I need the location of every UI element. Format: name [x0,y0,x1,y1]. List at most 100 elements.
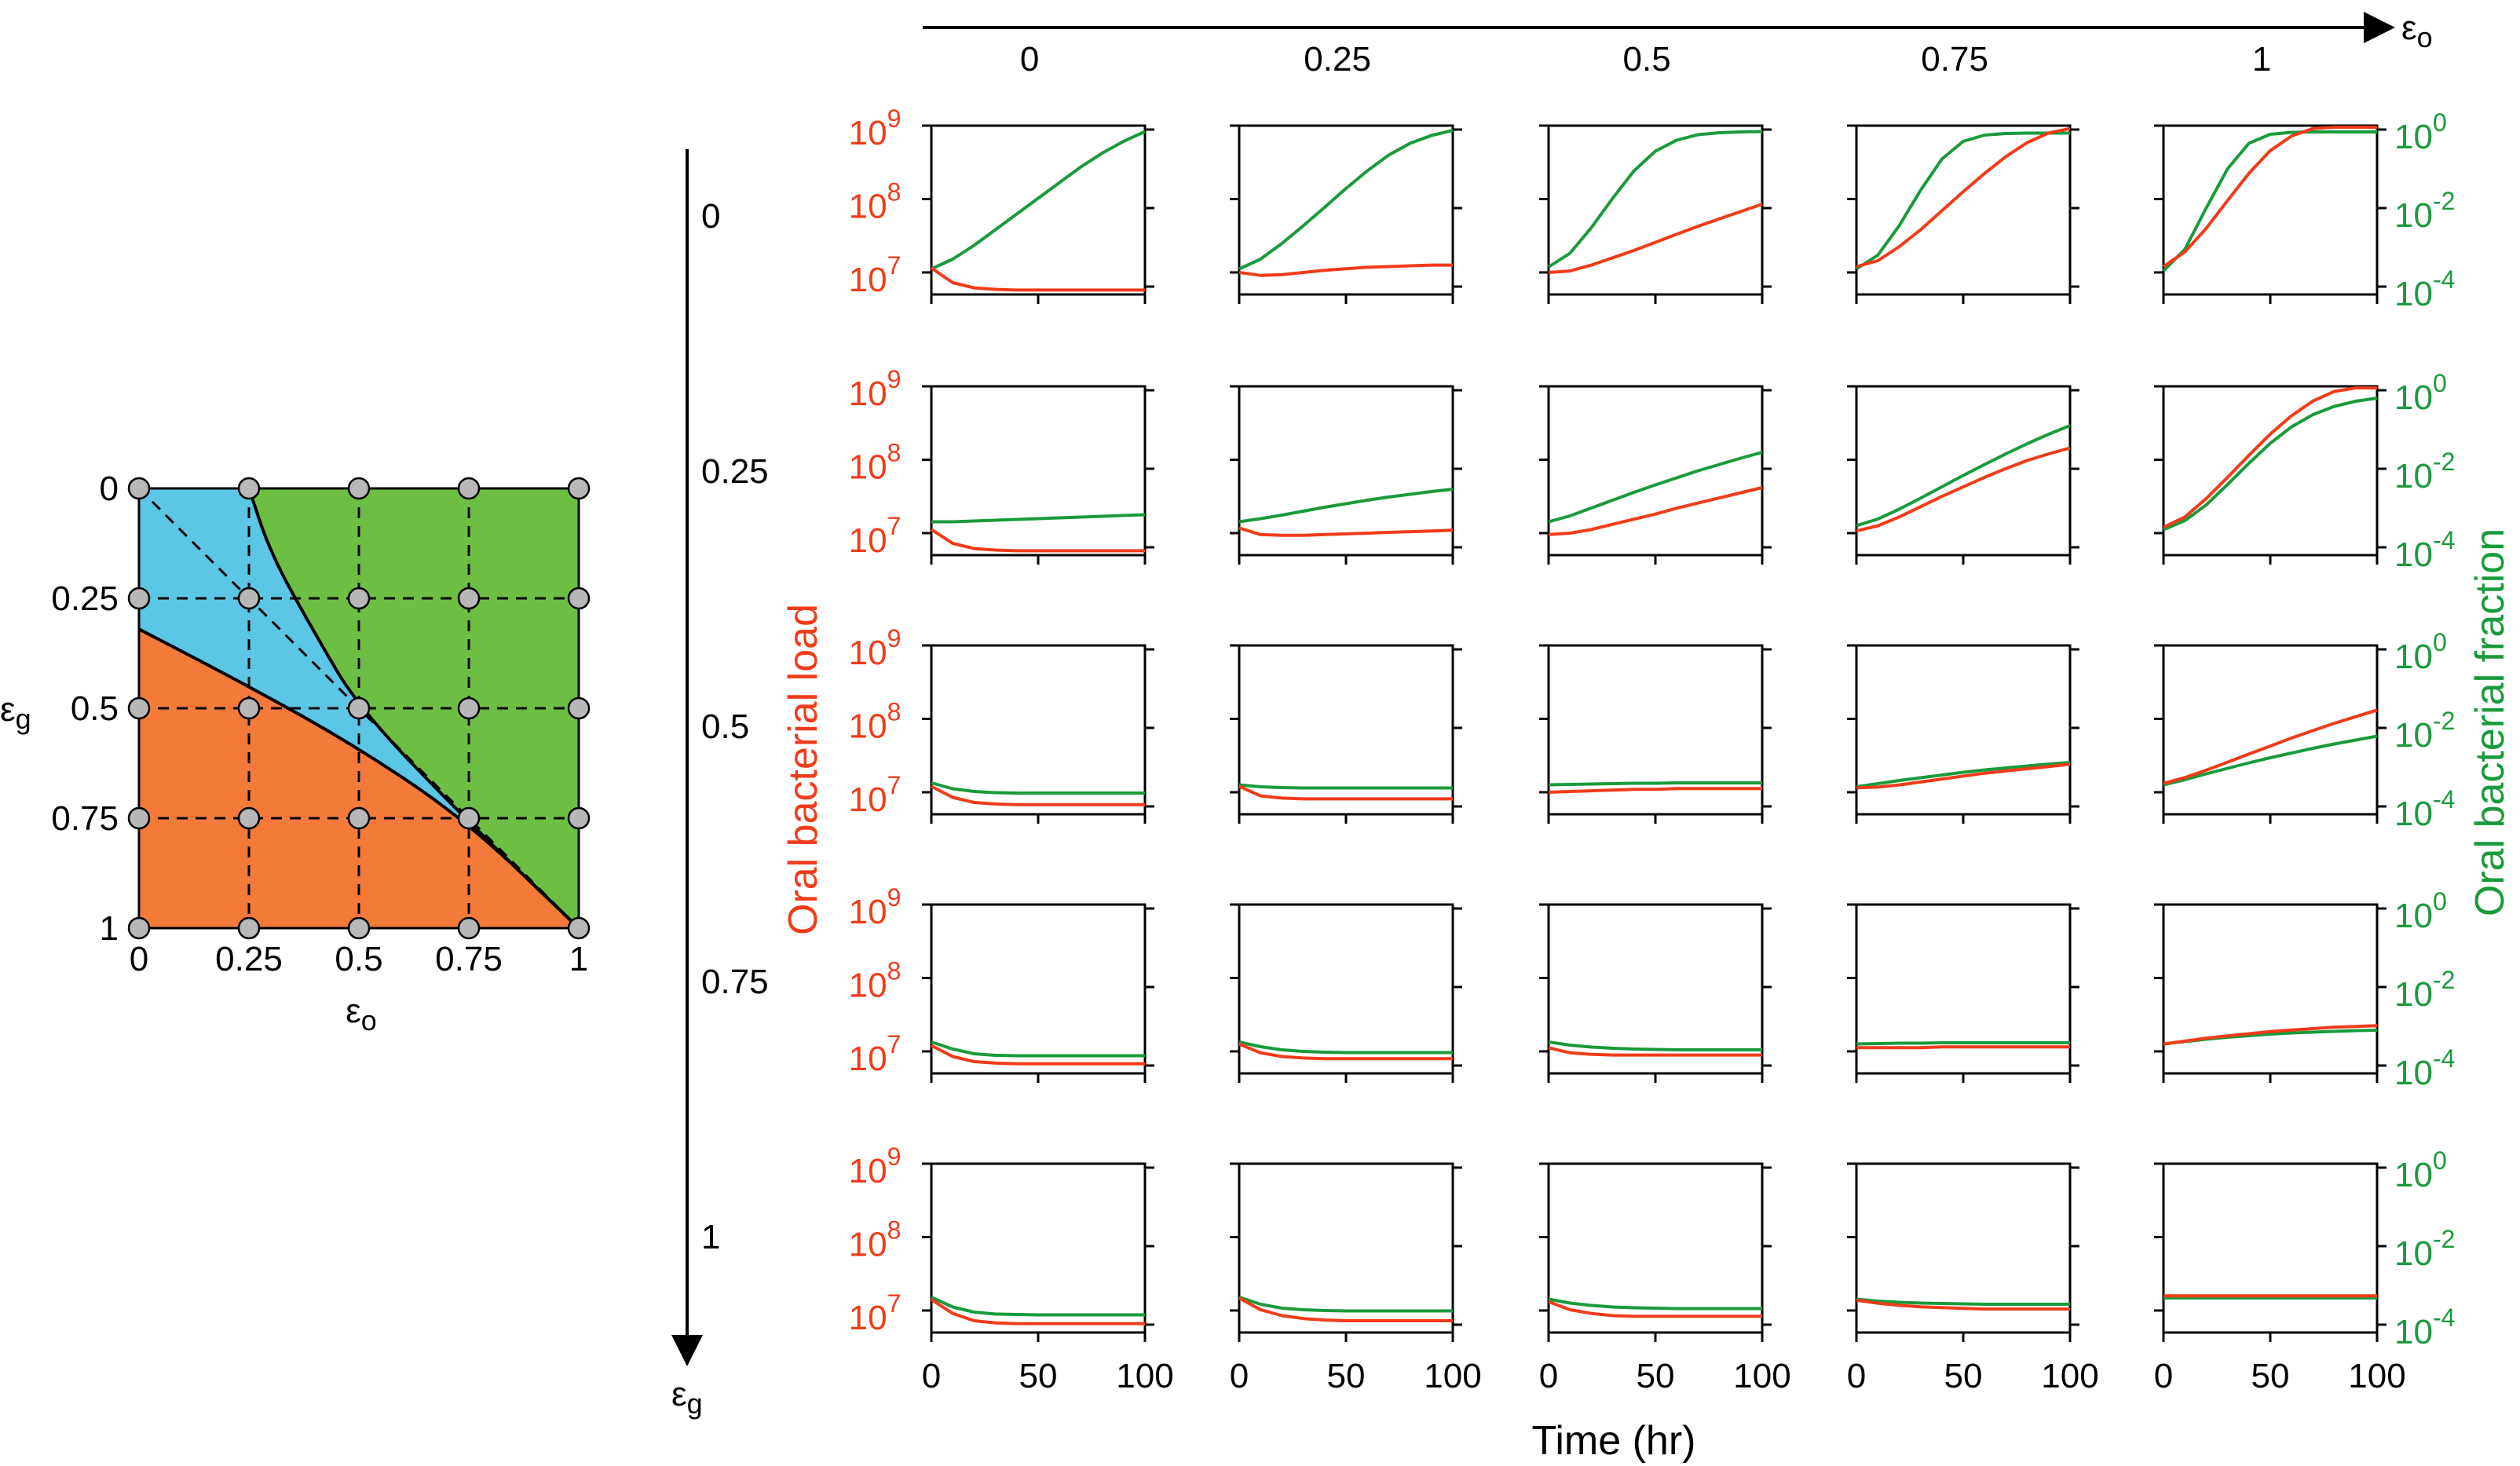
panel [1539,124,1772,304]
phase-y-tick-label: 0.75 [51,799,119,838]
x-tick-label: 50 [2251,1357,2290,1395]
panel-frame [1855,644,2072,816]
panel: 100 10-2 10-4 [2154,108,2455,313]
phase-y-tick-labels: 0 0.25 0.5 0.75 1 [51,470,119,948]
right-tick-label: 10-2 [2394,187,2455,235]
phase-node [347,696,371,720]
load-line [2163,708,2378,785]
load-line [930,1298,1145,1325]
phase-x-tick-labels: 0 0.25 0.5 0.75 1 [130,940,588,978]
phase-node [347,587,371,610]
y-axis-label-left: Oral bacterial load [781,604,826,935]
left-axis-tick-label: 1 [701,1218,720,1256]
left-tick-label: 109 [849,1142,902,1190]
panel: 100 10-2 10-4 0 50 100 [2154,1146,2456,1395]
load-line [1238,263,1453,277]
panel: 109 108 107 [849,365,1154,565]
top-axis-arrow: εo [923,9,2433,53]
phase-node [347,806,371,830]
left-axis-tick-label: 0.75 [701,963,769,1001]
load-line [1548,1300,1762,1318]
x-tick-label: 0 [1230,1357,1249,1395]
fraction-line [1548,451,1763,524]
panel-frame [1855,385,2072,557]
left-tick-label: 107 [849,1030,902,1078]
fraction-line [1238,1040,1453,1055]
phase-node [237,587,261,610]
phase-y-tick-label: 1 [100,909,119,948]
fraction-line [1855,131,2070,271]
right-tick-label: 100 [2394,108,2447,156]
right-tick-label: 100 [2394,1146,2447,1194]
phase-node [457,696,481,720]
panel: 100 10-2 10-4 [2154,628,2455,833]
load-line [1856,1298,2070,1311]
load-line [931,784,1145,806]
left-tick-label: 109 [849,883,902,931]
load-line [2163,1024,2378,1046]
load-line [931,1044,1145,1066]
right-tick-label: 10-2 [2394,448,2455,495]
fraction-line [931,513,1146,524]
fraction-line [931,781,1145,795]
panel [1230,903,1462,1083]
panel-grid: 109 108 107 100 10-2 10-4 109 108 107 100 10-2 10-4… [849,104,2456,1395]
phase-grid-lines [139,488,579,928]
panel-frame [930,124,1147,296]
phase-node [457,587,481,610]
y-axis-label-right: Oral bacterial fraction [2467,528,2513,916]
left-axis-tick-label: 0.5 [701,707,749,746]
panel-frame [2162,385,2379,557]
panel [1847,385,2079,565]
fraction-line [931,1296,1145,1317]
left-tick-label: 109 [849,624,902,672]
left-tick-label: 108 [849,697,902,745]
phase-node [567,806,591,830]
load-line [1548,1046,1762,1057]
right-tick-label: 100 [2394,369,2447,417]
x-tick-label: 0 [1847,1357,1866,1395]
panel-frame [2162,644,2379,816]
panel-frame [930,903,1147,1075]
phase-x-tick-label: 0 [130,940,148,978]
left-tick-label: 108 [849,956,902,1004]
panel-frame [2162,1162,2379,1334]
top-axis-tick-label: 1 [2252,40,2271,79]
phase-node [127,477,151,500]
x-tick-label: 0 [2154,1357,2173,1395]
fraction-line [1856,1297,2070,1306]
panel: 109 108 107 [849,883,1154,1083]
load-line [1238,1296,1453,1322]
panel [1847,903,2079,1083]
left-tick-label: 107 [849,1289,902,1337]
x-tick-label: 100 [1733,1357,1790,1395]
fraction-line [1856,424,2071,528]
phase-y-tick-label: 0 [100,470,119,508]
load-line [1238,1042,1453,1061]
phase-node [347,916,371,940]
right-tick-label: 100 [2394,887,2447,935]
fraction-line [1238,783,1453,790]
phase-node [237,477,261,500]
fraction-line [1548,781,1762,787]
phase-node [237,806,261,830]
right-tick-label: 10-4 [2394,1044,2455,1092]
x-tick-label: 100 [2348,1357,2405,1395]
fraction-line [1856,761,2071,788]
panel: 0 50 100 [1230,1162,1482,1395]
right-tick-label: 10-4 [2394,526,2455,574]
panel [1539,903,1772,1083]
phase-node [127,696,151,720]
phase-node [567,696,591,720]
phase-node [457,477,481,500]
load-line [1856,126,2071,269]
left-tick-label: 107 [849,771,902,819]
phase-node [237,696,261,720]
phase-x-axis-label: εo [346,992,377,1036]
left-axis-tick-labels: 0 0.25 0.5 0.75 1 [701,197,769,1256]
x-axis-label: Time (hr) [1532,1418,1696,1464]
panel: 100 10-2 10-4 [2154,887,2455,1092]
load-line [1856,762,2071,790]
load-line [2163,386,2377,529]
